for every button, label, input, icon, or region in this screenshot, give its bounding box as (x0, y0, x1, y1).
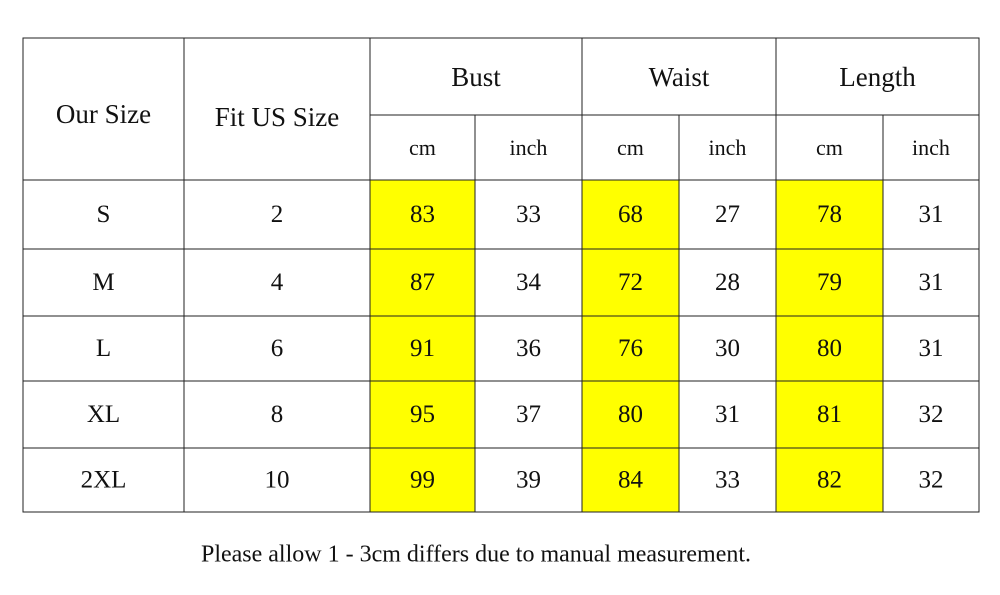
table-border (22, 37, 980, 513)
table-cell: M (92, 269, 114, 296)
table-cell: 91 (410, 335, 435, 362)
table-cell: 31 (715, 401, 740, 428)
table-cell: 81 (817, 401, 842, 428)
table-cell: 39 (516, 467, 541, 494)
table-cell: 80 (817, 335, 842, 362)
table-cell: 6 (271, 335, 284, 362)
unit-header: inch (709, 135, 747, 160)
unit-header: inch (510, 135, 548, 160)
table-cell: 27 (715, 201, 740, 228)
unit-header: cm (816, 135, 843, 160)
note: Please allow 1 - 3cm differs due to manu… (201, 542, 751, 568)
table-cell: 37 (516, 401, 541, 428)
table-cell: XL (87, 401, 120, 428)
table-cell: 34 (516, 269, 542, 296)
group-header: Waist (649, 62, 710, 92)
table-cell: 68 (618, 201, 643, 228)
table-cell: 95 (410, 401, 435, 428)
table-cell: L (96, 335, 111, 362)
table-cell: 2XL (81, 467, 127, 494)
highlight-column (370, 180, 475, 512)
table-cell: 79 (817, 269, 842, 296)
table-cell: S (97, 201, 111, 228)
table-cell: 28 (715, 269, 740, 296)
table-cell: 80 (618, 401, 643, 428)
table-cell: 33 (516, 201, 541, 228)
header-cell: Our Size (56, 99, 151, 129)
table-cell: 2 (271, 201, 284, 228)
unit-header: cm (409, 135, 436, 160)
table-cell: 30 (715, 335, 740, 362)
table-cell: 84 (618, 467, 644, 494)
table-cell: 82 (817, 467, 842, 494)
table-cell: 36 (516, 335, 541, 362)
table-cell: 31 (919, 269, 944, 296)
group-header: Bust (451, 62, 501, 92)
table-cell: 32 (919, 401, 944, 428)
table-cell: 87 (410, 269, 435, 296)
unit-header: inch (912, 135, 950, 160)
table-cell: 32 (919, 467, 944, 494)
table-cell: 31 (919, 335, 944, 362)
group-header: Length (839, 62, 916, 92)
table-cell: 76 (618, 335, 643, 362)
table-cell: 31 (919, 201, 944, 228)
table-cell: 10 (265, 467, 290, 494)
highlight-column (776, 180, 883, 512)
header-cell: Fit US Size (215, 102, 340, 132)
table-cell: 33 (715, 467, 740, 494)
table-cell: 4 (271, 269, 284, 296)
table-cell: 99 (410, 467, 435, 494)
table-cell: 72 (618, 269, 643, 296)
highlight-column (582, 180, 679, 512)
table-cell: 78 (817, 201, 842, 228)
unit-header: cm (617, 135, 644, 160)
table-cell: 83 (410, 201, 435, 228)
table-cell: 8 (271, 401, 284, 428)
